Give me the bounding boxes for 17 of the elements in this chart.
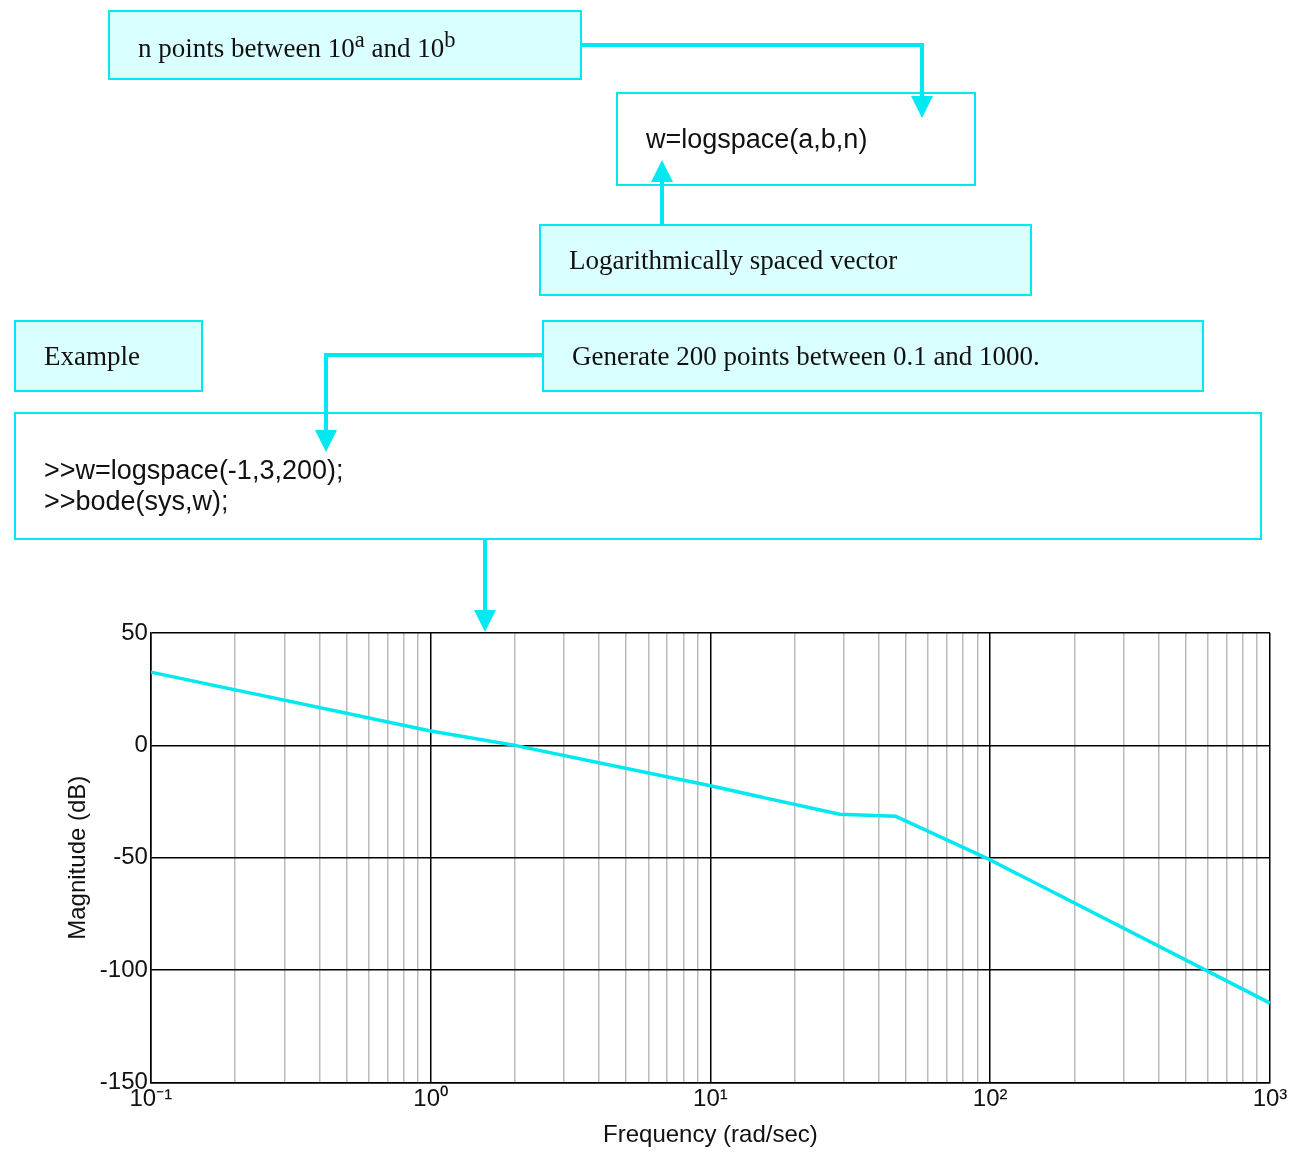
y-axis-title: Magnitude (dB) [63,775,91,940]
y-tick-label: -50 [113,842,148,870]
text: >>w=logspace(-1,3,200); [44,455,344,486]
text: w=logspace(a,b,n) [646,123,868,155]
y-tick-label: -100 [99,954,148,982]
y-tick-label: 0 [134,729,148,757]
text: n points between 10$^{a}$ and 10$^{b}$ [138,26,456,64]
x-tick-label: 10¹ [693,1084,728,1112]
y-tick-label: 50 [121,617,148,645]
text: Logarithmically spaced vector [569,244,898,276]
x-tick-label: 10³ [1252,1084,1288,1112]
x-tick-label: 10² [972,1084,1008,1112]
x-axis-title: Frequency (rad/sec) [603,1120,818,1148]
text: Example [44,340,140,372]
x-tick-label: 10⁰ [413,1084,448,1112]
text: Generate 200 points between 0.1 and 1000. [572,340,1040,372]
text: >>bode(sys,w); [44,486,229,517]
